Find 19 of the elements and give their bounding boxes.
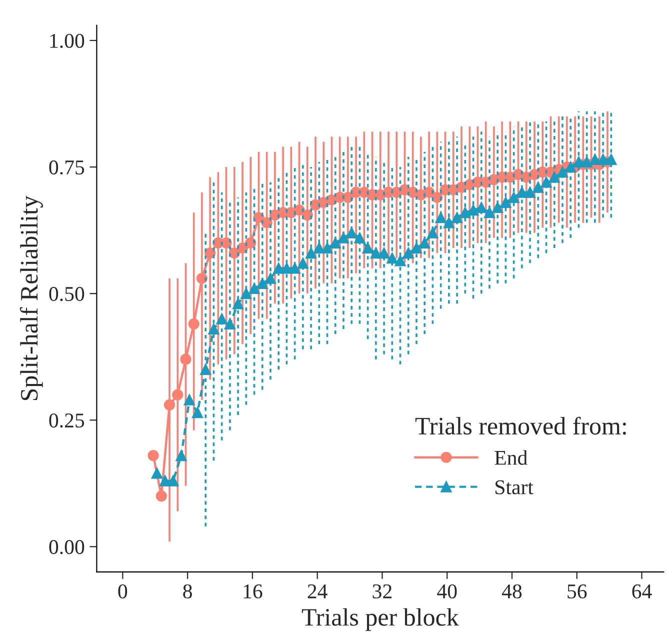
x-tick-label: 8: [183, 584, 192, 598]
legend-label: Start: [496, 480, 534, 494]
legend-label: End: [494, 450, 528, 465]
x-tick-label: 40: [437, 584, 457, 598]
y-tick-label: 0.75: [49, 160, 84, 175]
y-tick-label: 0.50: [49, 286, 84, 302]
y-tick-label: 1.00: [50, 34, 84, 48]
x-tick-label: 32: [372, 584, 392, 598]
x-tick-label: 24: [308, 584, 328, 598]
x-tick-label: 48: [502, 584, 522, 598]
x-tick-label: 64: [632, 584, 652, 598]
y-tick-label: 0.25: [49, 413, 84, 428]
x-tick-label: 0: [118, 584, 128, 598]
y-axis-title: Split-half Reliability: [20, 196, 43, 400]
x-tick-label: 16: [244, 584, 262, 598]
x-axis-title: Trials per block: [302, 608, 459, 631]
x-tick-label: 56: [568, 584, 587, 598]
legend-title: Trials removed from:: [415, 416, 626, 435]
y-tick-label: 0.00: [49, 540, 84, 554]
